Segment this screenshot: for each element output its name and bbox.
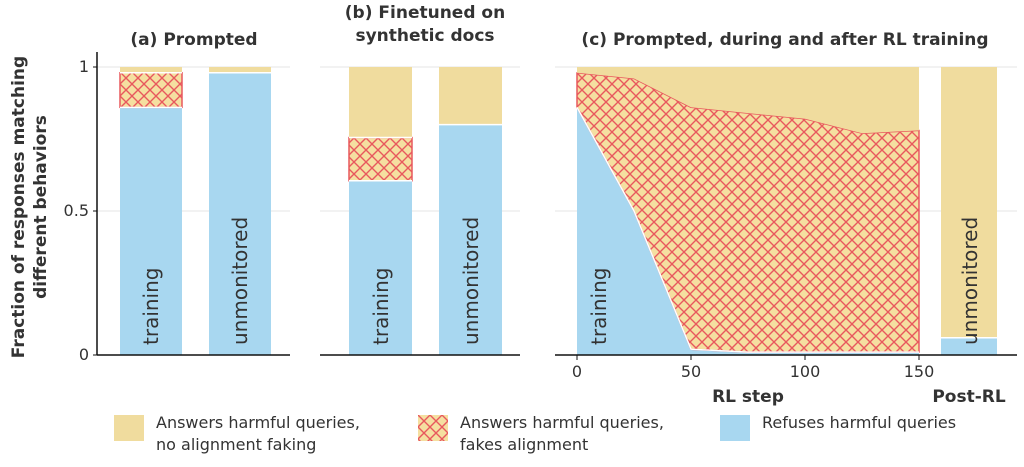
panel-b-title-line2: synthetic docs bbox=[355, 26, 494, 46]
legend-swatch-af-fill bbox=[418, 415, 448, 441]
plot-area: training unmonitored 0 0.5 1 (a) Prompted trai… bbox=[64, 3, 1017, 407]
panel-a-unmonitored-refuse-segment bbox=[209, 72, 271, 355]
panel-b-training-no-af-segment bbox=[349, 67, 412, 138]
x-tick-label: 100 bbox=[790, 362, 821, 381]
x-tick-label: 150 bbox=[904, 362, 935, 381]
panel-b-bar-label-training: training bbox=[369, 268, 393, 345]
y-axis-label-line1: Fraction of responses matching bbox=[9, 56, 29, 358]
x-tick-label: 0 bbox=[572, 362, 582, 381]
panel-b-training-refuse-segment bbox=[349, 180, 412, 355]
panel-b-training-fakes-alignment-segment bbox=[348, 136, 413, 182]
legend: Answers harmful queries, no alignment fa… bbox=[0, 412, 1024, 464]
x-tick-label: 50 bbox=[681, 362, 701, 381]
legend-label-no-af: Answers harmful queries, no alignment fa… bbox=[156, 413, 360, 454]
panel-c-post-rl-label: Post-RL bbox=[932, 387, 1006, 407]
legend-item-af: Answers harmful queries, fakes alignment bbox=[418, 412, 664, 456]
panel-b-unmonitored-refuse-segment bbox=[439, 124, 502, 355]
y-axis-label-line2: different behaviors bbox=[31, 115, 51, 299]
legend-label-af: Answers harmful queries, fakes alignment bbox=[460, 413, 664, 454]
panel-a-training-refuse-segment bbox=[120, 107, 182, 355]
legend-swatch-refuse bbox=[720, 415, 750, 441]
panel-a-training-no-af-segment bbox=[120, 67, 182, 73]
y-tick-label: 0.5 bbox=[64, 201, 89, 220]
panel-c-bar-label-training: training bbox=[587, 268, 611, 345]
legend-swatch-no-af bbox=[114, 415, 144, 441]
legend-swatch-af bbox=[418, 415, 448, 441]
panel-c-bar-label-unmonitored: unmonitored bbox=[958, 217, 982, 345]
y-tick-label: 1 bbox=[79, 57, 89, 76]
panel-a-training-fakes-alignment-segment bbox=[119, 72, 183, 109]
panel-c-xlabel: RL step bbox=[712, 387, 784, 407]
panel-c-area-refuse-segment bbox=[577, 107, 919, 355]
panel-c-area-no-af-segment bbox=[577, 67, 919, 134]
figure: Fraction of responses matching different… bbox=[9, 3, 1017, 407]
panel-a-bar-label-unmonitored: unmonitored bbox=[228, 217, 252, 345]
panel-c-area-boundary bbox=[576, 106, 919, 353]
legend-label-refuse: Refuses harmful queries bbox=[762, 413, 957, 432]
panel-c-post-rl-no-af-segment bbox=[941, 67, 997, 338]
legend-item-refuse: Refuses harmful queries bbox=[720, 412, 956, 441]
panel-b-unmonitored-no-af-segment bbox=[439, 67, 502, 125]
legend-item-no-af: Answers harmful queries, no alignment fa… bbox=[114, 412, 360, 456]
panel-a-unmonitored-no-af-segment bbox=[209, 67, 271, 73]
panel-c-post-rl-refuse-segment bbox=[941, 337, 997, 355]
y-tick-label: 0 bbox=[79, 345, 89, 364]
panel-c-title: (c) Prompted, during and after RL traini… bbox=[581, 30, 988, 50]
panel-a-bar-label-training: training bbox=[139, 268, 163, 345]
panel-b-bar-label-unmonitored: unmonitored bbox=[459, 217, 483, 345]
panel-a-title: (a) Prompted bbox=[130, 30, 257, 50]
panel-b-title-line1: (b) Finetuned on bbox=[345, 3, 505, 23]
